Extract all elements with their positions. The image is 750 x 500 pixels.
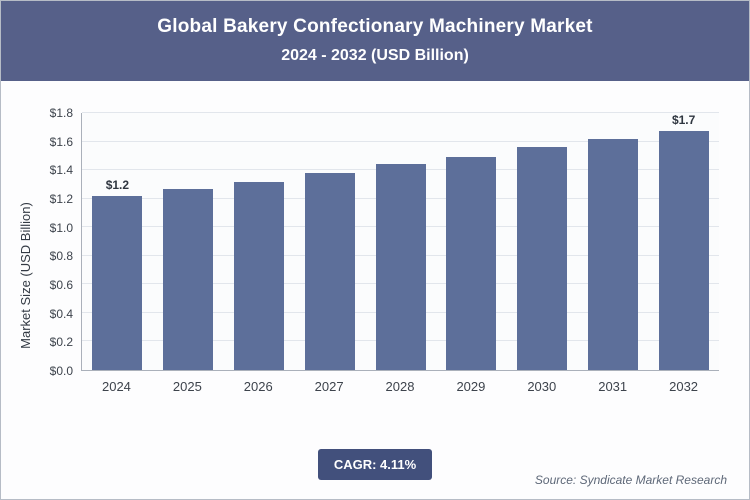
bar-slot: $1.7 xyxy=(648,113,719,370)
y-tick-label: $0.2 xyxy=(49,335,73,350)
chart-footer: CAGR: 4.11% Source: Syndicate Market Res… xyxy=(1,441,749,499)
bar-2024 xyxy=(92,195,143,370)
bar-slot xyxy=(294,113,365,370)
y-tick-label: $1.0 xyxy=(49,220,73,235)
x-tick-label: 2027 xyxy=(314,379,344,394)
bar-2032 xyxy=(658,131,709,370)
cagr-badge: CAGR: 4.11% xyxy=(317,448,433,480)
y-axis-title: Market Size (USD Billion) xyxy=(13,109,37,441)
chart-area: Market Size (USD Billion) $0.0 $0.2 $0.4 $0… xyxy=(1,81,749,441)
x-tick-label: 2025 xyxy=(172,379,202,394)
bar-2030 xyxy=(517,147,568,370)
plot-area: $1.2 $1.7 xyxy=(81,112,719,371)
gridline xyxy=(82,112,719,113)
y-tick-label: $0.6 xyxy=(49,278,73,292)
chart-header: Global Bakery Confectionary Machinery Ma… xyxy=(1,1,749,81)
x-tick-label: 2026 xyxy=(243,379,273,394)
x-tick-label: 2028 xyxy=(385,379,415,394)
bar-2031 xyxy=(587,138,638,370)
y-tick-label: $0.8 xyxy=(49,249,73,264)
y-tick-label: $1.8 xyxy=(49,106,73,120)
chart-title-line2: 2024 - 2032 (USD Billion) xyxy=(281,47,469,64)
x-tick-label: 2024 xyxy=(101,379,131,394)
bar-slot: $1.2 xyxy=(82,113,153,370)
bar-2029 xyxy=(446,157,497,370)
bar-slot xyxy=(436,113,507,370)
bar-value-label: $1.7 xyxy=(671,113,696,127)
bars-container: $1.2 $1.7 xyxy=(82,113,719,370)
bar-2028 xyxy=(375,164,426,370)
x-tick-label: 2032 xyxy=(669,379,699,394)
y-tick-label: $1.2 xyxy=(49,192,73,206)
plot-column: $1.2 $1.7 2024 2025 2026 2027 2028 2029 2030 203… xyxy=(81,109,719,441)
bar-value-label: $1.2 xyxy=(105,177,130,192)
gridline xyxy=(82,140,719,142)
y-axis-title-text: Market Size (USD Billion) xyxy=(17,201,33,349)
y-tick-label: $1.6 xyxy=(49,134,73,149)
y-tick-label: $1.4 xyxy=(49,163,73,178)
y-tick-label: $0.4 xyxy=(49,306,73,321)
x-tick-label: 2029 xyxy=(456,379,486,394)
chart-title-line1: Global Bakery Confectionary Machinery Ma… xyxy=(157,16,593,37)
y-axis-ticks: $0.0 $0.2 $0.4 $0.6 $0.8 $1.0 $1.2 $1.4 $1.6 $1.8 xyxy=(37,106,81,378)
bar-2025 xyxy=(163,188,214,370)
x-tick-label: 2030 xyxy=(527,379,557,394)
bar-slot xyxy=(365,113,436,370)
bar-slot xyxy=(224,113,295,370)
source-attribution: Source: Syndicate Market Research xyxy=(534,473,727,487)
bar-slot xyxy=(577,113,648,370)
bar-slot xyxy=(153,113,224,370)
bar-slot xyxy=(507,113,578,370)
y-tick-label: $0.0 xyxy=(49,364,73,378)
bar-2027 xyxy=(304,172,355,370)
bar-2026 xyxy=(233,181,284,370)
x-tick-label: 2031 xyxy=(598,379,628,394)
x-axis-labels: 2024 2025 2026 2027 2028 2029 2030 2031 2032 xyxy=(81,379,719,394)
